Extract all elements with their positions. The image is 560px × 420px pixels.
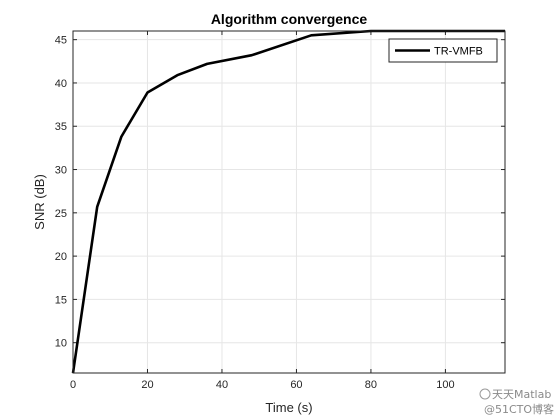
x-tick-label: 100: [436, 379, 454, 391]
x-tick-label: 40: [216, 379, 228, 391]
y-axis-label: SNR (dB): [32, 174, 47, 230]
tick-labels: 0 20 40 60 80 100 10 15 20 25 30 35 40 45: [55, 35, 455, 391]
y-tick-label: 30: [55, 165, 67, 177]
watermark-text: 天天Matlab: [492, 388, 551, 401]
y-tick-label: 45: [55, 35, 67, 47]
x-tick-label: 0: [70, 379, 76, 391]
chart-title: Algorithm convergence: [211, 11, 368, 27]
legend-entry-label: TR-VMFB: [434, 46, 483, 58]
x-tick-label: 20: [141, 379, 153, 391]
y-tick-label: 10: [55, 338, 67, 350]
legend-box: [388, 38, 498, 63]
watermark: 天天Matlab @51CTO博客: [479, 388, 554, 416]
ticks: [72, 31, 505, 373]
watermark-logo-icon: [479, 388, 491, 400]
x-axis-label: Time (s): [265, 400, 312, 415]
y-tick-label: 35: [55, 121, 67, 133]
plot-area: [73, 31, 505, 373]
x-tick-label: 60: [290, 379, 302, 391]
watermark-subtext: @51CTO博客: [484, 402, 554, 416]
y-tick-label: 20: [55, 251, 67, 263]
legend: TR-VMFB: [388, 38, 498, 63]
x-tick-label: 80: [365, 379, 377, 391]
plot-frame: [72, 30, 506, 374]
y-tick-label: 40: [55, 78, 67, 90]
y-tick-label: 15: [55, 294, 67, 306]
y-tick-label: 25: [55, 208, 67, 220]
